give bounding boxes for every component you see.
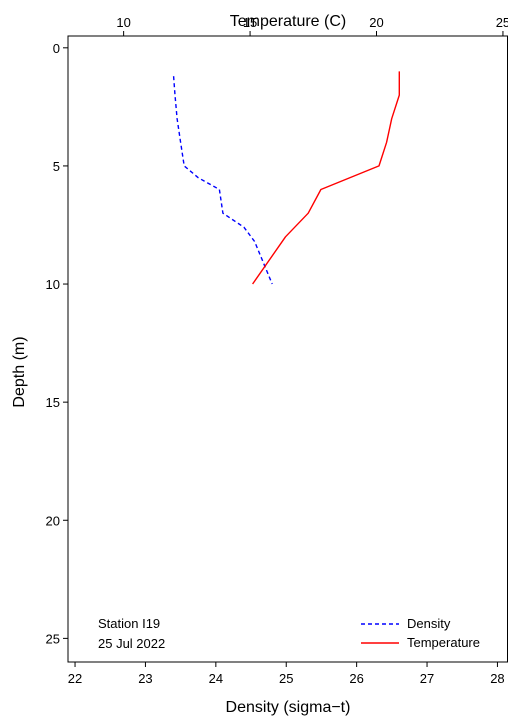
bottom-tick-label: 22 xyxy=(68,671,82,686)
y-tick-label: 5 xyxy=(53,159,60,174)
y-axis-title: Depth (m) xyxy=(11,336,28,407)
series-layer xyxy=(172,71,400,285)
y-tick-label: 20 xyxy=(46,513,60,528)
top-axis-title: Temperature (C) xyxy=(230,13,346,30)
axes-layer: 22 23 24 25 26 27 28 10 15 20 25 0 5 10 15 20 25 xyxy=(46,15,508,686)
y-tick-label: 15 xyxy=(46,395,60,410)
bottom-tick-label: 24 xyxy=(209,671,223,686)
legend-density-label: Density xyxy=(407,616,451,631)
y-tick-label: 0 xyxy=(53,41,60,56)
bottom-axis-title: Density (sigma−t) xyxy=(226,699,351,716)
top-tick-label: 20 xyxy=(369,15,383,30)
bottom-tick-label: 23 xyxy=(138,671,152,686)
station-date: 25 Jul 2022 xyxy=(98,636,165,651)
series-line-temperature xyxy=(252,71,400,285)
legend-temperature-label: Temperature xyxy=(407,635,480,650)
top-tick-label: 10 xyxy=(116,15,130,30)
y-tick-label: 25 xyxy=(46,631,60,646)
legend: Density Temperature xyxy=(361,616,480,650)
station-annotation: Station I19 25 Jul 2022 xyxy=(98,616,165,651)
station-name: Station I19 xyxy=(98,616,160,631)
plot-frame xyxy=(67,35,508,663)
series-line-density xyxy=(172,76,273,285)
bottom-tick-label: 25 xyxy=(279,671,293,686)
top-tick-label: 25 xyxy=(496,15,508,30)
plot-border xyxy=(67,35,508,663)
bottom-tick-label: 28 xyxy=(490,671,504,686)
bottom-tick-label: 26 xyxy=(349,671,363,686)
bottom-tick-label: 27 xyxy=(420,671,434,686)
top-tick-label: 15 xyxy=(243,15,257,30)
y-tick-label: 10 xyxy=(46,277,60,292)
